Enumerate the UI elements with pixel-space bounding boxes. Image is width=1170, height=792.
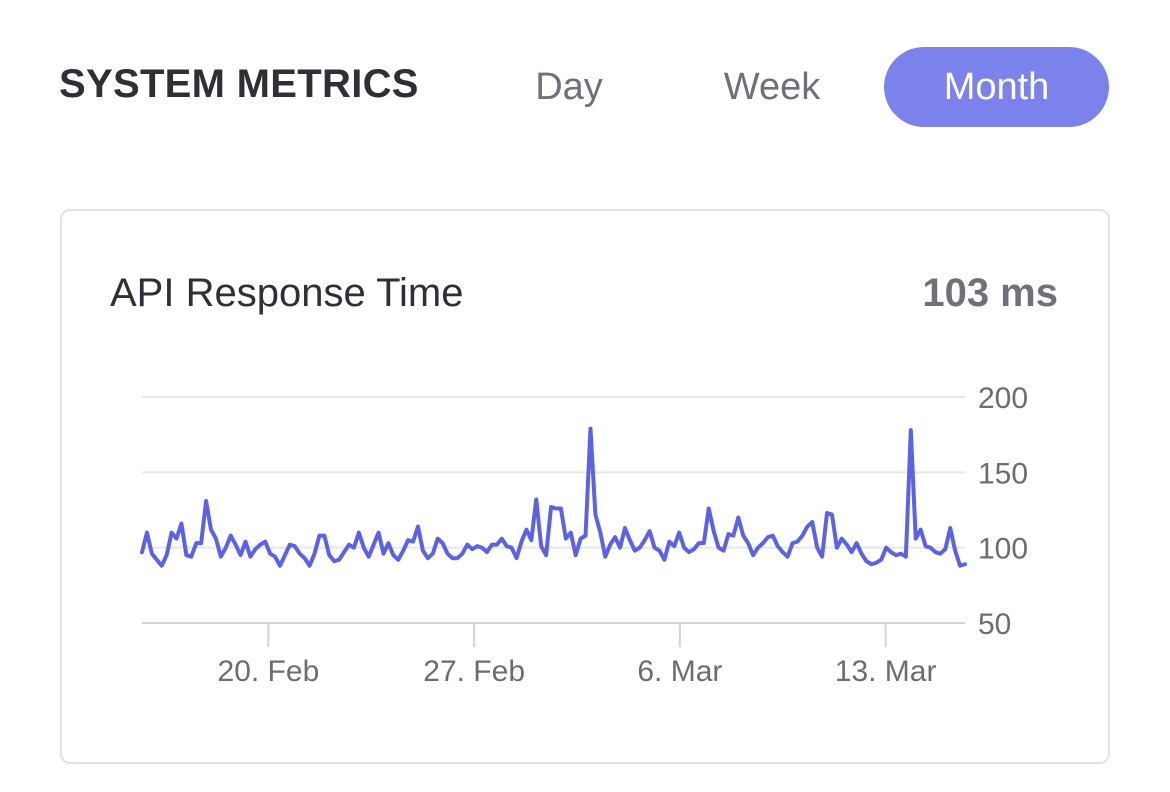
y-tick-label: 100 [978, 533, 1028, 566]
card-value: 103 ms [922, 271, 1058, 315]
x-tick-label: 20. Feb [218, 655, 320, 688]
range-button-week[interactable]: Week [723, 66, 821, 108]
header: SYSTEM METRICS Day Week Month [0, 0, 1170, 180]
metric-card: API Response Time 103 ms 50 100 150 200 20.… [60, 209, 1110, 764]
y-tick-label: 50 [978, 608, 1011, 641]
x-tick-label: 6. Mar [637, 655, 722, 688]
y-tick-label: 200 [978, 382, 1028, 415]
y-axis: 50 100 150 200 [978, 382, 1028, 641]
card-title: API Response Time [110, 271, 464, 315]
series-group [140, 426, 967, 568]
chart-grid [142, 396, 965, 624]
range-button-month[interactable]: Month [884, 47, 1109, 127]
series-line [140, 426, 967, 568]
y-tick-label: 150 [978, 457, 1028, 490]
x-tick-label: 13. Mar [835, 655, 937, 688]
x-tick-label: 27. Feb [423, 655, 525, 688]
response-time-chart: 50 100 150 200 20. Feb 27. Feb 6. Mar 13. Mar [140, 382, 1028, 688]
x-axis: 20. Feb 27. Feb 6. Mar 13. Mar [218, 623, 937, 688]
range-button-day[interactable]: Day [535, 66, 603, 108]
page-title: SYSTEM METRICS [59, 62, 419, 106]
